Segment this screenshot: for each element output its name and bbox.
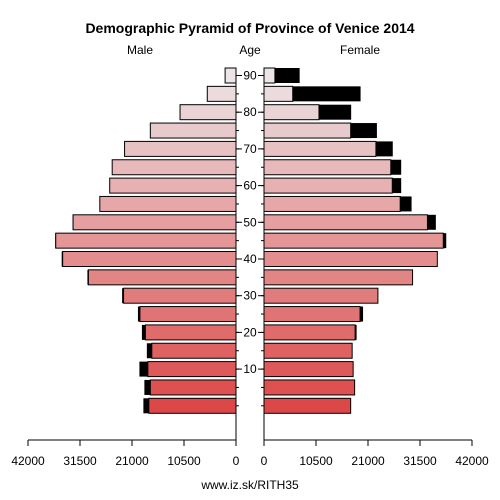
age-tick-label: 20 xyxy=(243,325,257,339)
male-bar-35-39 xyxy=(87,269,237,286)
female-bar-35-39 xyxy=(263,269,414,286)
female-foreign-bar-50-54 xyxy=(427,214,436,230)
female-bar-25-29 xyxy=(263,306,361,323)
male-bar-90+ xyxy=(224,67,237,84)
age-label: Age xyxy=(239,43,261,57)
male-bar-0-4 xyxy=(148,397,237,414)
male-foreign-bar-40-44 xyxy=(61,251,63,267)
chart-title: Demographic Pyramid of Province of Venic… xyxy=(85,20,414,36)
male-bar-45-49 xyxy=(55,232,237,249)
female-bar-0-4 xyxy=(263,397,352,414)
female-foreign-bar-75-79 xyxy=(350,123,377,139)
male-bar-40-44 xyxy=(62,251,237,267)
female-foreign-bar-20-24 xyxy=(355,324,357,340)
male-foreign-bar-0-4 xyxy=(143,398,149,414)
female-bar-40-44 xyxy=(263,251,438,267)
female-foreign-bar-85-89 xyxy=(292,86,361,102)
female-bar-75-79 xyxy=(263,122,352,139)
female-foreign-bar-45-49 xyxy=(443,233,447,249)
right-x-tick-label: 21000 xyxy=(351,454,385,468)
left-x-tick-label: 42000 xyxy=(11,454,45,468)
female-label: Female xyxy=(340,43,380,57)
male-foreign-bar-10-14 xyxy=(139,361,148,377)
female-bar-30-34 xyxy=(263,287,379,304)
age-tick-label: 50 xyxy=(243,215,257,229)
age-tick-label: 80 xyxy=(243,105,257,119)
male-foreign-bar-15-19 xyxy=(146,343,152,359)
male-bar-60-64 xyxy=(109,177,237,194)
female-bar-10-14 xyxy=(263,361,354,378)
female-bar-65-69 xyxy=(263,159,392,176)
male-bar-65-69 xyxy=(111,159,237,176)
female-bar-20-24 xyxy=(263,324,356,341)
female-foreign-bar-55-59 xyxy=(400,196,412,212)
male-bar-5-9 xyxy=(149,379,237,396)
female-bar-80-84 xyxy=(263,104,320,121)
right-x-tick-label: 42000 xyxy=(455,454,489,468)
male-foreign-bar-20-24 xyxy=(141,324,146,340)
female-bar-50-54 xyxy=(263,214,428,231)
left-x-tick-label: 21000 xyxy=(115,454,149,468)
female-foreign-bar-65-69 xyxy=(390,159,402,175)
female-foreign-bar-80-84 xyxy=(318,104,352,120)
female-bar-5-9 xyxy=(263,379,356,396)
right-x-tick-label: 10500 xyxy=(299,454,333,468)
footer-source: www.iz.sk/RITH35 xyxy=(200,478,299,492)
female-bar-45-49 xyxy=(263,232,444,249)
right-x-tick-label: 31500 xyxy=(403,454,437,468)
male-foreign-bar-5-9 xyxy=(144,379,151,395)
female-bar-85-89 xyxy=(263,85,294,102)
female-bar-60-64 xyxy=(263,177,393,194)
male-label: Male xyxy=(127,43,153,57)
female-foreign-bar-90+ xyxy=(274,68,300,83)
male-bar-70-74 xyxy=(124,140,237,157)
age-tick-label: 30 xyxy=(243,289,257,303)
male-bar-75-79 xyxy=(149,122,237,139)
male-bar-85-89 xyxy=(206,85,237,102)
male-bar-50-54 xyxy=(72,214,237,231)
female-foreign-bar-70-74 xyxy=(375,141,393,157)
age-tick-label: 40 xyxy=(243,252,257,266)
female-bar-90+ xyxy=(263,67,276,84)
axes: 42000 31500 21000 10500 0 0 10500 21000 31500 420… xyxy=(11,68,489,468)
female-foreign-bar-60-64 xyxy=(392,178,402,194)
left-x-tick-label: 0 xyxy=(233,454,240,468)
male-bar-25-29 xyxy=(139,306,237,323)
male-bars xyxy=(55,67,237,414)
male-bar-55-59 xyxy=(99,195,237,212)
male-foreign-bar-25-29 xyxy=(137,306,140,322)
male-foreign-bar-35-39 xyxy=(87,269,89,285)
male-bar-80-84 xyxy=(179,104,237,121)
age-tick-label: 60 xyxy=(243,179,257,193)
female-bars xyxy=(263,67,447,414)
age-tick-label: 90 xyxy=(243,69,257,83)
right-x-tick-label: 0 xyxy=(261,454,268,468)
age-tick-label: 10 xyxy=(243,362,257,376)
male-bar-10-14 xyxy=(147,361,237,378)
age-tick-label: 70 xyxy=(243,142,257,156)
left-x-tick-label: 10500 xyxy=(167,454,201,468)
male-bar-30-34 xyxy=(123,287,237,304)
female-bar-70-74 xyxy=(263,140,377,157)
male-bar-15-19 xyxy=(151,342,237,359)
female-foreign-bar-25-29 xyxy=(360,306,364,322)
male-bar-20-24 xyxy=(144,324,237,341)
left-x-tick-label: 31500 xyxy=(63,454,97,468)
female-bar-15-19 xyxy=(263,342,353,359)
male-foreign-bar-30-34 xyxy=(122,288,124,304)
female-bar-55-59 xyxy=(263,195,401,212)
